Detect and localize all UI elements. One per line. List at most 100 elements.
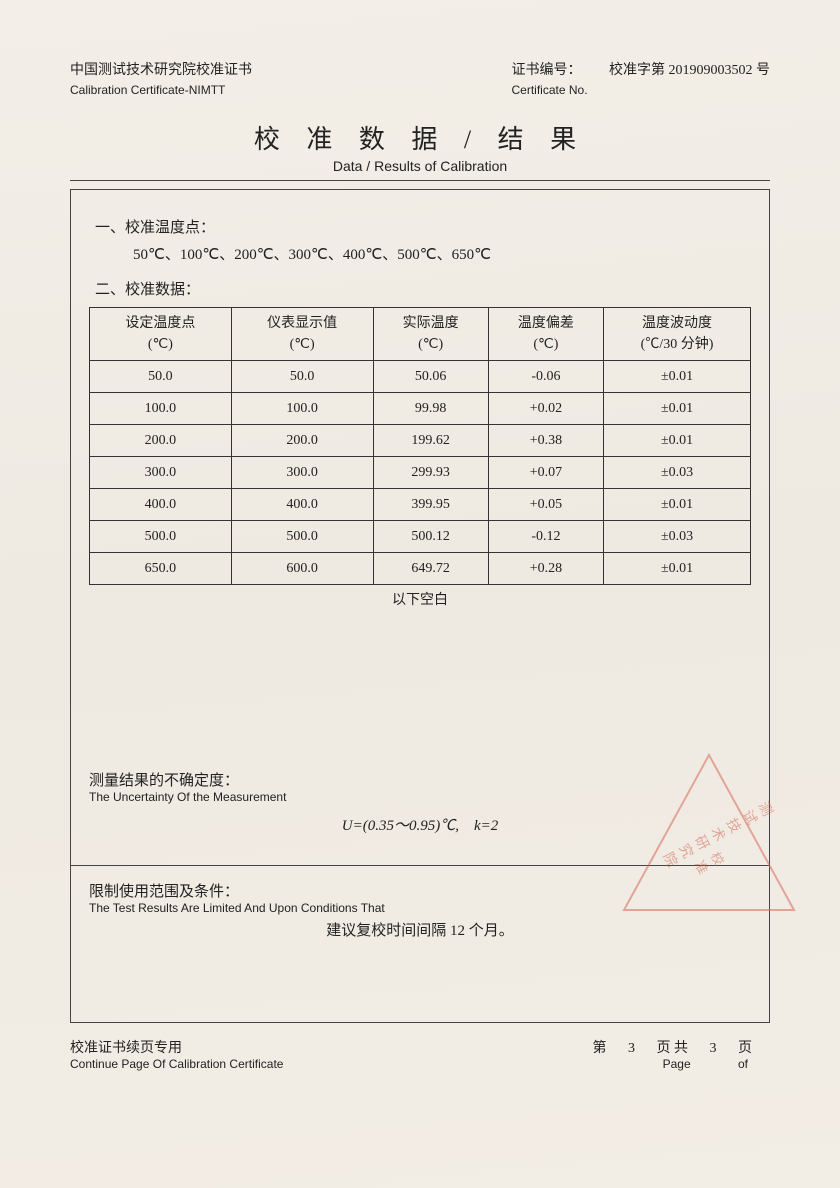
table-cell: 650.0 [90,553,232,585]
page-label-2: 页 共 [657,1041,689,1056]
section-divider [71,865,769,866]
table-row: 400.0400.0399.95+0.05±0.01 [90,489,751,521]
page-total: 3 [710,1041,717,1056]
table-cell: -0.06 [488,361,603,393]
footer-left-zh: 校准证书续页专用 [70,1037,283,1057]
table-cell: 500.12 [373,521,488,553]
document-footer: 校准证书续页专用 Continue Page Of Calibration Ce… [70,1037,770,1071]
calibration-points: 50℃、100℃、200℃、300℃、400℃、500℃、650℃ [133,243,751,264]
table-cell: ±0.01 [604,553,751,585]
svg-text:准: 准 [692,858,711,877]
table-cell: 300.0 [90,457,232,489]
column-header-line1: 仪表显示值 [234,313,371,334]
svg-text:研: 研 [691,833,711,852]
svg-text:院: 院 [659,850,680,870]
uncertainty-label-en: The Uncertainty Of the Measurement [89,790,751,804]
table-row: 300.0300.0299.93+0.07±0.03 [90,457,751,489]
cert-no-label-zh: 证书编号： [512,63,582,78]
table-cell: ±0.03 [604,521,751,553]
table-cell: +0.05 [488,489,603,521]
page-label-3: 页 [738,1041,752,1056]
table-cell: 400.0 [90,489,232,521]
table-cell: +0.02 [488,393,603,425]
limit-section: 限制使用范围及条件： The Test Results Are Limited … [89,880,751,940]
column-header: 温度波动度(℃/30 分钟) [604,308,751,361]
table-cell: ±0.01 [604,361,751,393]
column-header-line1: 设定温度点 [92,313,229,334]
cert-no-value: 校准字第 201909003502 号 [609,63,770,78]
svg-text:测: 测 [755,799,776,819]
footer-left: 校准证书续页专用 Continue Page Of Calibration Ce… [70,1037,283,1071]
table-cell: 99.98 [373,393,488,425]
column-header: 仪表显示值(℃) [231,308,373,361]
calibration-data-table: 设定温度点(℃)仪表显示值(℃)实际温度(℃)温度偏差(℃)温度波动度(℃/30… [89,307,751,585]
table-cell: 199.62 [373,425,488,457]
table-cell: ±0.01 [604,489,751,521]
cert-no-label-en: Certificate No. [512,81,771,99]
column-header: 实际温度(℃) [373,308,488,361]
page-label-1: 第 [593,1041,607,1056]
document-header: 中国测试技术研究院校准证书 Calibration Certificate-NI… [70,60,770,99]
footer-right: 第 3 页 共 3 页 Page of [575,1037,771,1071]
column-header-line2: (℃) [92,334,229,355]
section1-heading: 一、校准温度点： [95,216,751,237]
table-cell: 50.06 [373,361,488,393]
page-title-zh: 校 准 数 据 / 结 果 [70,119,770,156]
page-indicator-zh: 第 3 页 共 3 页 [575,1037,771,1057]
header-right: 证书编号： 校准字第 201909003502 号 Certificate No… [512,60,771,99]
column-header-line2: (℃) [491,334,601,355]
limit-text: 建议复校时间间隔 12 个月。 [89,919,751,940]
page-indicator-en: Page of [575,1057,771,1071]
column-header-line2: (℃/30 分钟) [606,334,748,355]
table-cell: 399.95 [373,489,488,521]
column-header-line1: 温度波动度 [606,313,748,334]
limit-label-zh: 限制使用范围及条件： [89,880,751,901]
table-cell: 100.0 [231,393,373,425]
page-title-en: Data / Results of Calibration [70,158,770,181]
page-en-1: Page [663,1057,691,1071]
table-cell: 50.0 [90,361,232,393]
below-blank-label: 以下空白 [89,589,751,609]
table-cell: 649.72 [373,553,488,585]
uncertainty-value: U=(0.35～0.95)℃, k=2 [89,814,751,835]
table-cell: 500.0 [90,521,232,553]
uncertainty-section: 测量结果的不确定度： The Uncertainty Of the Measur… [89,769,751,835]
table-cell: 600.0 [231,553,373,585]
column-header-line2: (℃) [376,334,486,355]
limit-label-en: The Test Results Are Limited And Upon Co… [89,901,751,915]
column-header: 温度偏差(℃) [488,308,603,361]
table-cell: 500.0 [231,521,373,553]
column-header-line2: (℃) [234,334,371,355]
page-en-2: of [738,1057,748,1071]
table-header: 设定温度点(℃)仪表显示值(℃)实际温度(℃)温度偏差(℃)温度波动度(℃/30… [90,308,751,361]
table-cell: ±0.03 [604,457,751,489]
table-row: 500.0500.0500.12-0.12±0.03 [90,521,751,553]
uncertainty-value-text: U=(0.35～0.95)℃, k=2 [342,818,498,834]
table-cell: ±0.01 [604,425,751,457]
org-name-en: Calibration Certificate-NIMTT [70,81,252,99]
table-cell: ±0.01 [604,393,751,425]
section2-heading: 二、校准数据： [95,278,751,299]
table-cell: 299.93 [373,457,488,489]
uncertainty-label-zh: 测量结果的不确定度： [89,769,751,790]
table-cell: 100.0 [90,393,232,425]
cert-no-line: 证书编号： 校准字第 201909003502 号 [512,60,771,81]
header-left: 中国测试技术研究院校准证书 Calibration Certificate-NI… [70,60,252,99]
column-header-line1: 温度偏差 [491,313,601,334]
table-cell: 300.0 [231,457,373,489]
table-row: 100.0100.099.98+0.02±0.01 [90,393,751,425]
table-cell: +0.07 [488,457,603,489]
svg-text:究: 究 [675,841,696,861]
column-header: 设定温度点(℃) [90,308,232,361]
table-body: 50.050.050.06-0.06±0.01100.0100.099.98+0… [90,361,751,585]
page-current: 3 [628,1041,635,1056]
table-row: 650.0600.0649.72+0.28±0.01 [90,553,751,585]
table-cell: 200.0 [231,425,373,457]
table-row: 50.050.050.06-0.06±0.01 [90,361,751,393]
footer-left-en: Continue Page Of Calibration Certificate [70,1057,283,1071]
table-cell: -0.12 [488,521,603,553]
org-name-zh: 中国测试技术研究院校准证书 [70,60,252,81]
table-cell: 200.0 [90,425,232,457]
content-box: 一、校准温度点： 50℃、100℃、200℃、300℃、400℃、500℃、65… [70,189,770,1023]
table-row: 200.0200.0199.62+0.38±0.01 [90,425,751,457]
